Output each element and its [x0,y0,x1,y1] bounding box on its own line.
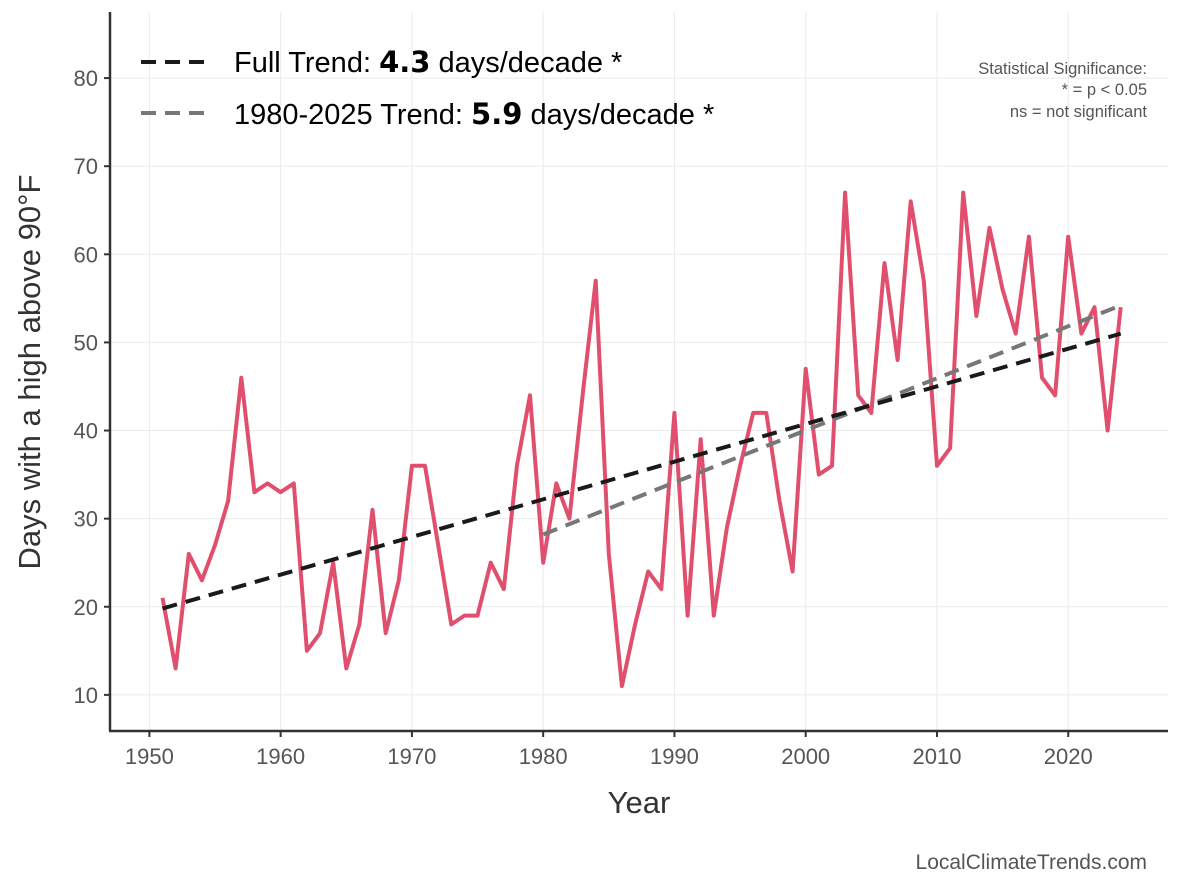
y-axis-label: Days with a high above 90°F [12,175,47,570]
legend-suffix: days/decade * [430,47,622,79]
legend-suffix: days/decade * [522,99,714,131]
significance-line-1: Statistical Significance: [978,60,1147,78]
x-tick-label: 1990 [650,744,699,769]
legend-prefix: Full Trend: [234,47,379,79]
x-tick-label: 2000 [781,744,830,769]
x-tick-label: 1950 [125,744,174,769]
axes [108,12,1168,733]
y-tick-label: 60 [74,242,98,267]
legend-value: 5.9 [471,97,522,131]
significance-line-2: * = p < 0.05 [1062,81,1147,99]
legend-value: 4.3 [379,45,430,79]
legend: Full Trend: 4.3 days/decade * 1980-2025 … [141,45,714,131]
x-tick-label: 1980 [519,744,568,769]
x-tick-label: 1960 [256,744,305,769]
trend-line [542,303,1122,537]
y-tick-label: 30 [74,507,98,532]
credit-text: LocalClimateTrends.com [916,851,1147,874]
x-tick-label: 2010 [912,744,961,769]
x-tick-label: 2020 [1044,744,1093,769]
x-tick-label: 1970 [387,744,436,769]
y-tick-label: 70 [74,154,98,179]
y-tick-label: 40 [74,419,98,444]
series-line [160,190,1123,689]
significance-line-3: ns = not significant [1010,103,1148,121]
legend-label-1980-trend: 1980-2025 Trend: 5.9 days/decade * [234,97,714,131]
legend-label-full-trend: Full Trend: 4.3 days/decade * [234,45,622,79]
y-tick-label: 10 [74,683,98,708]
y-tick-label: 80 [74,66,98,91]
significance-note: Statistical Significance: * = p < 0.05 n… [978,60,1147,121]
x-axis-label: Year [608,785,671,820]
ticks: 10 20 30 40 50 60 70 80 1950 1960 1970 1980 1990 2000… [74,66,1093,769]
trend-line [161,331,1122,611]
y-tick-label: 20 [74,595,98,620]
legend-prefix: 1980-2025 Trend: [234,99,471,131]
y-tick-label: 50 [74,330,98,355]
data-series [160,190,1123,689]
trend-lines [161,303,1122,611]
